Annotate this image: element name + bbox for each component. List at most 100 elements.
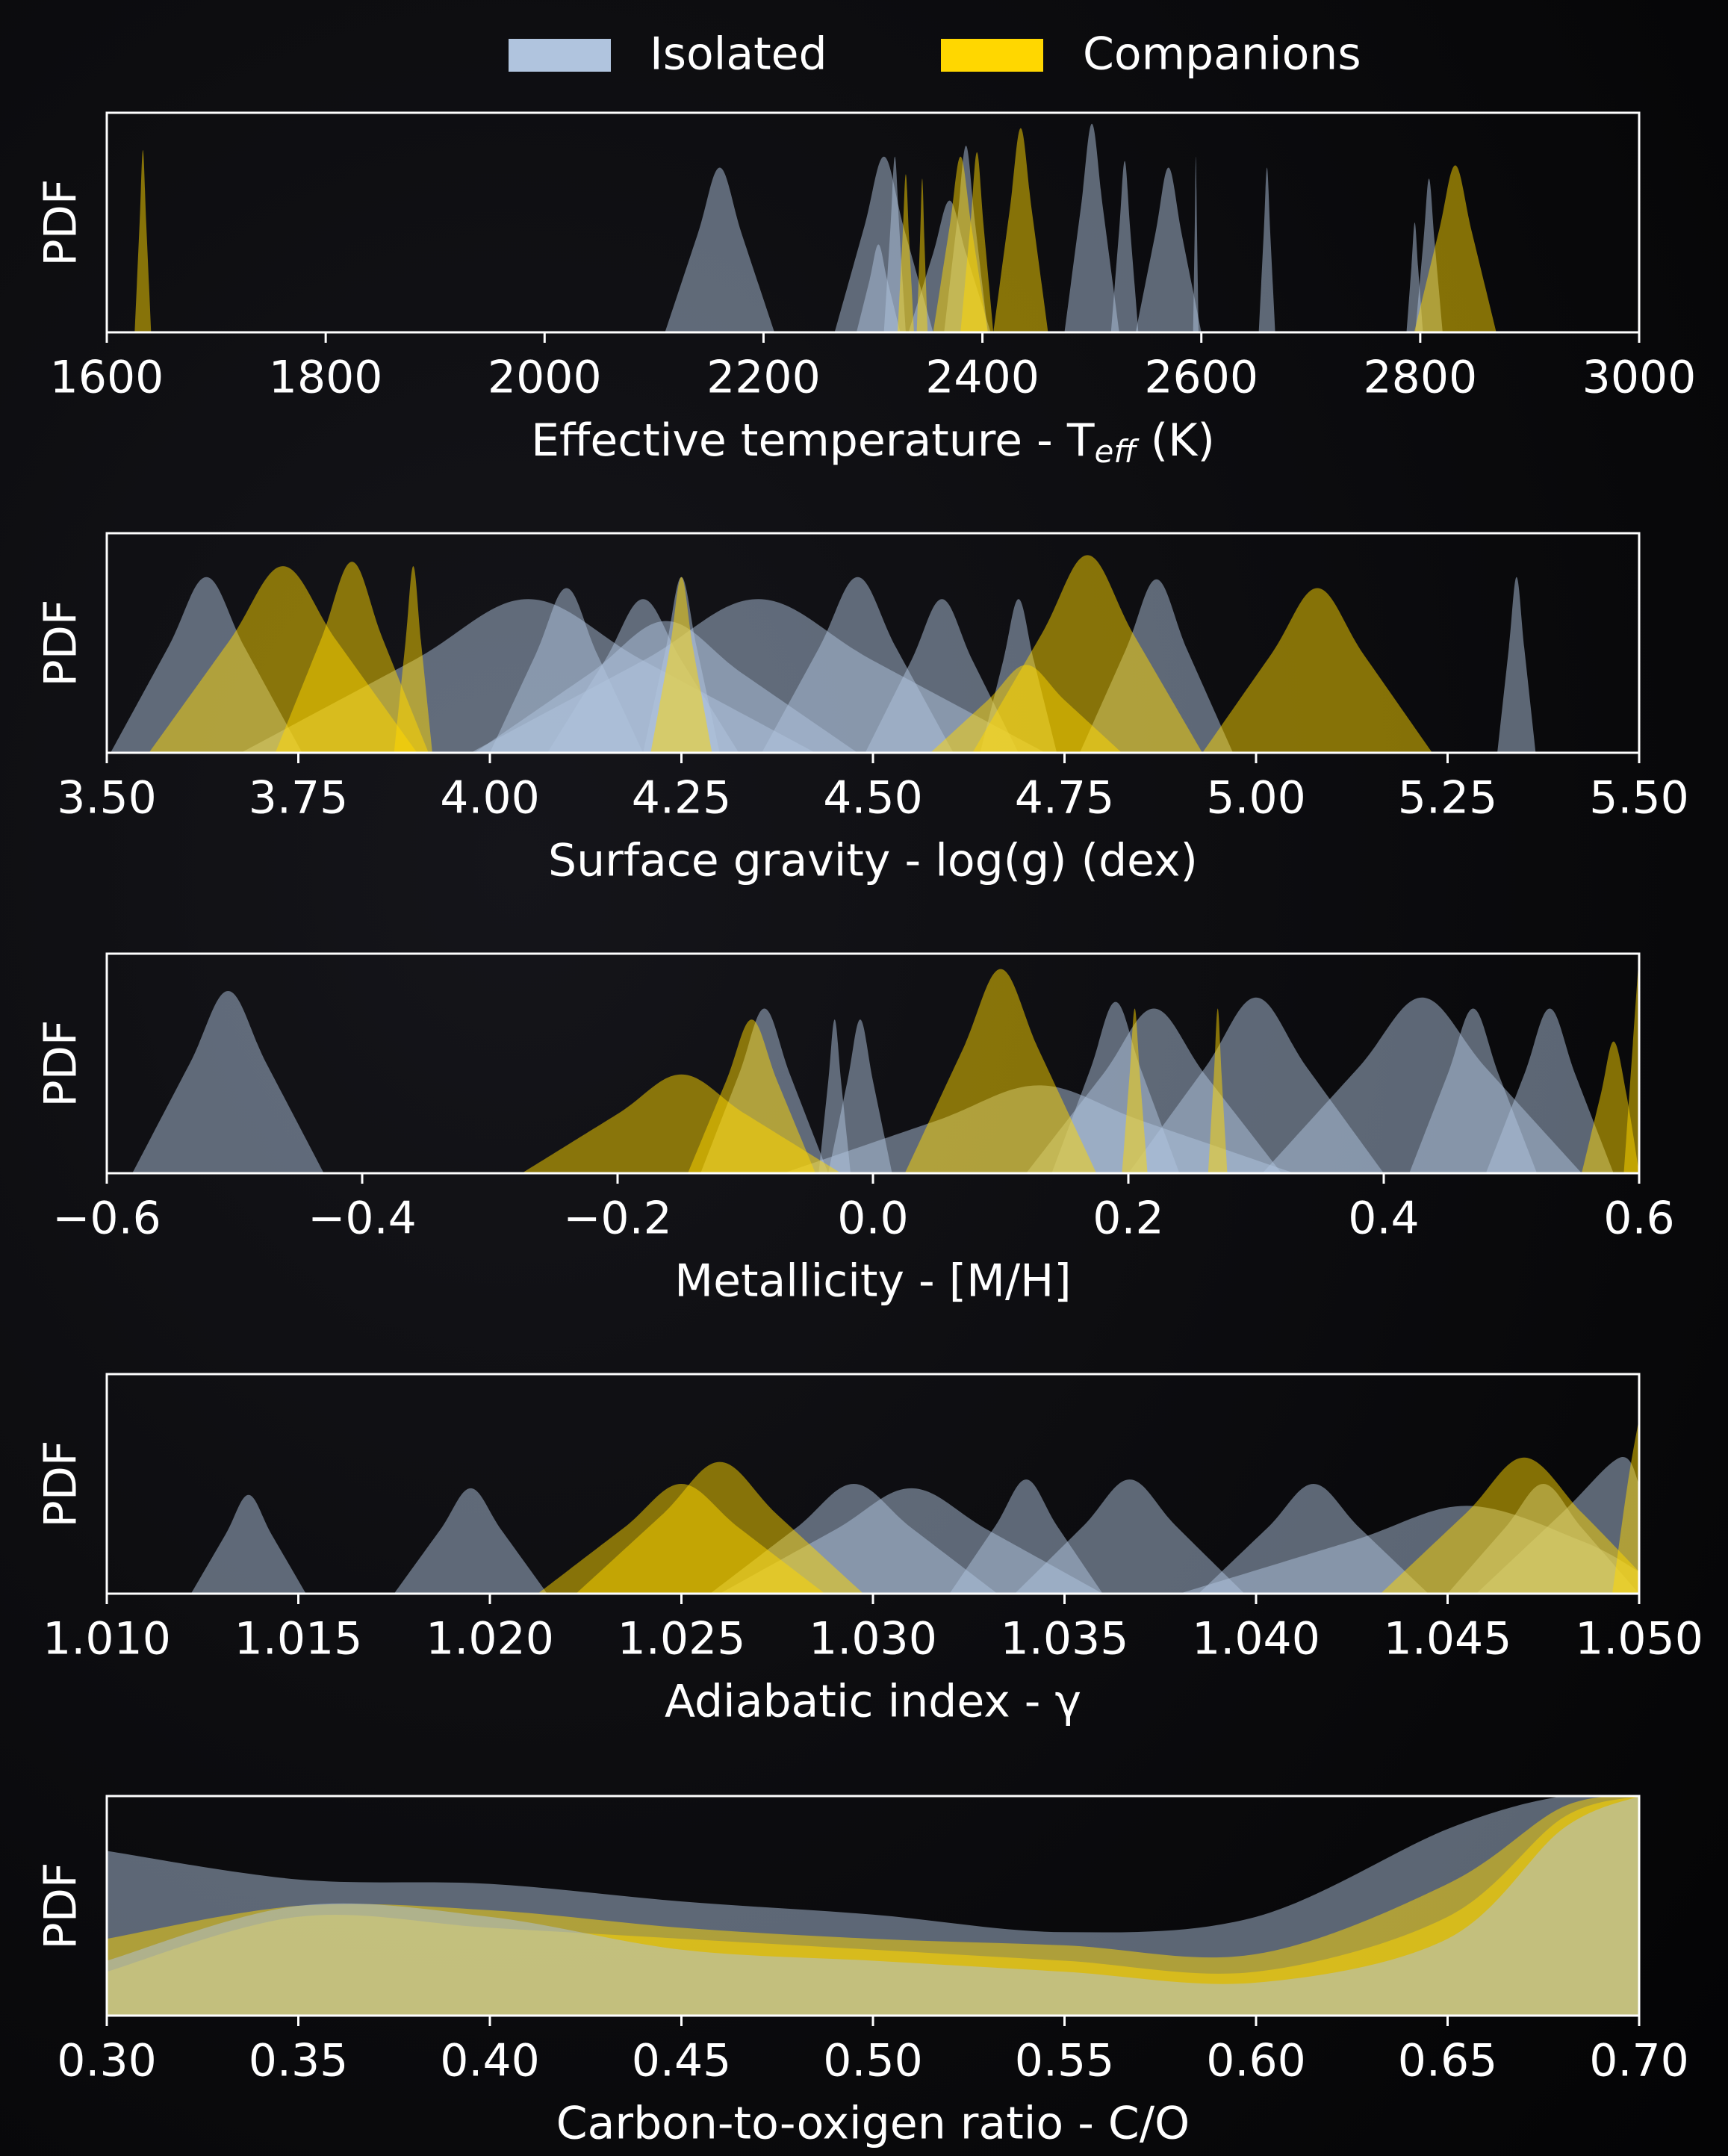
density-area	[993, 128, 1048, 332]
x-tick-label: 1.015	[234, 1613, 363, 1665]
x-tick-label: 0.35	[249, 2035, 349, 2087]
x-tick-label: 1.040	[1192, 1613, 1320, 1665]
x-tick-label: −0.6	[52, 1193, 161, 1245]
density-area	[1122, 1008, 1148, 1173]
density-area	[1202, 588, 1432, 753]
x-tick-label: 0.50	[823, 2035, 923, 2087]
density-area	[1258, 167, 1275, 332]
x-axis-label-part: Effective temperature - T	[531, 414, 1095, 467]
x-tick-label: 0.0	[837, 1193, 908, 1245]
x-tick-label: 3.50	[57, 772, 157, 824]
density-area	[394, 1488, 547, 1594]
x-tick-label: 2000	[488, 352, 602, 404]
density-area	[897, 174, 914, 332]
x-tick-label: 1.020	[426, 1613, 554, 1665]
x-axis-label-sub: eff	[1095, 433, 1140, 470]
y-axis-label: PDF	[35, 1441, 87, 1528]
density-area	[190, 1494, 306, 1594]
x-tick-label: 2600	[1144, 352, 1258, 404]
density-area	[275, 562, 429, 753]
legend-swatch	[941, 39, 1043, 72]
x-tick-label: 4.25	[632, 772, 732, 824]
density-area	[1497, 577, 1536, 753]
legend-label: Companions	[1083, 28, 1361, 81]
density-area	[665, 167, 775, 332]
y-axis-label: PDF	[35, 600, 87, 687]
density-area	[134, 149, 152, 332]
x-tick-label: 5.50	[1589, 772, 1689, 824]
x-tick-label: 0.6	[1603, 1193, 1674, 1245]
density-area	[1582, 1041, 1639, 1173]
density-area	[576, 1461, 864, 1594]
density-area	[828, 1019, 892, 1173]
x-tick-label: 2400	[925, 352, 1039, 404]
density-area	[394, 566, 433, 753]
y-axis-label: PDF	[35, 1020, 87, 1107]
panel: 3.50 3.75 4.00 4.25 4.50 4.75 5.00 5.25 5.50 Surf…	[35, 532, 1689, 887]
x-tick-label: 0.30	[57, 2035, 157, 2087]
x-tick-label: 5.25	[1398, 772, 1498, 824]
x-tick-label: 3.75	[249, 772, 349, 824]
x-tick-label: 0.40	[440, 2035, 540, 2087]
panel: 1600 1800 2000 2200 2400 2600 2800 3000 Effectiv…	[35, 111, 1697, 470]
x-tick-label: 0.60	[1206, 2035, 1306, 2087]
axes-frame	[105, 111, 1641, 334]
x-tick-label: 1.050	[1575, 1613, 1703, 1665]
density-area	[857, 244, 901, 332]
density-area	[930, 665, 1122, 753]
x-tick-label: 2200	[706, 352, 821, 404]
x-tick-label: 4.75	[1015, 772, 1115, 824]
x-tick-label: 0.45	[632, 2035, 732, 2087]
x-tick-label: 2800	[1364, 352, 1478, 404]
density-area	[1208, 1008, 1228, 1173]
density-area	[1485, 1008, 1614, 1173]
panel: −0.6 −0.4 −0.2 0.0 0.2 0.4 0.6 Metallicity - [M…	[35, 952, 1675, 1308]
density-area	[960, 152, 994, 332]
x-tick-label: 4.50	[823, 772, 923, 824]
x-tick-label: 5.00	[1206, 772, 1306, 824]
density-area	[132, 990, 324, 1173]
density-area	[688, 1019, 816, 1173]
legend: Isolated Companions	[509, 28, 1361, 81]
x-tick-label: 1.010	[43, 1613, 171, 1665]
legend-label: Isolated	[650, 28, 827, 81]
density-area	[1110, 161, 1139, 332]
x-tick-label: 1.030	[809, 1613, 937, 1665]
x-tick-label: 1.025	[618, 1613, 746, 1665]
x-tick-label: 3000	[1582, 352, 1697, 404]
y-axis-label: PDF	[35, 1863, 87, 1950]
x-tick-label: −0.4	[308, 1193, 417, 1245]
density-area	[1623, 954, 1639, 1173]
x-tick-label: −0.2	[563, 1193, 672, 1245]
marks	[111, 555, 1536, 753]
x-tick-label: 1800	[269, 352, 383, 404]
x-tick-label: 0.70	[1589, 2035, 1689, 2087]
x-tick-label: 1.035	[1001, 1613, 1129, 1665]
x-axis-label: Adiabatic index - γ	[665, 1676, 1081, 1728]
x-tick-label: 0.2	[1093, 1193, 1163, 1245]
density-area	[1380, 1457, 1639, 1594]
x-axis-label: Carbon-to-oxigen ratio - C/O	[556, 2098, 1190, 2150]
density-area	[1014, 1479, 1245, 1594]
density-area	[650, 577, 712, 753]
marks	[107, 1796, 1639, 2016]
x-axis-label: Effective temperature - Teff (K)	[531, 414, 1215, 470]
legend-swatch	[509, 39, 611, 72]
density-area	[904, 969, 1097, 1173]
marks	[134, 123, 1497, 332]
x-tick-label: 0.4	[1348, 1193, 1419, 1245]
panel: 0.30 0.35 0.40 0.45 0.50 0.55 0.60 0.65 0.70 Carb…	[35, 1795, 1689, 2150]
density-area	[1064, 123, 1119, 332]
x-axis-label: Surface gravity - log(g) (dex)	[548, 835, 1198, 887]
x-tick-label: 4.00	[440, 772, 540, 824]
density-area	[1612, 1417, 1639, 1594]
density-area	[1135, 167, 1202, 332]
x-tick-label: 0.65	[1398, 2035, 1498, 2087]
x-tick-label: 0.55	[1015, 2035, 1115, 2087]
density-area	[1414, 165, 1497, 332]
density-area	[1193, 156, 1199, 332]
density-area	[107, 1796, 1639, 2016]
marks	[190, 1417, 1639, 1594]
y-axis-label: PDF	[35, 179, 87, 267]
